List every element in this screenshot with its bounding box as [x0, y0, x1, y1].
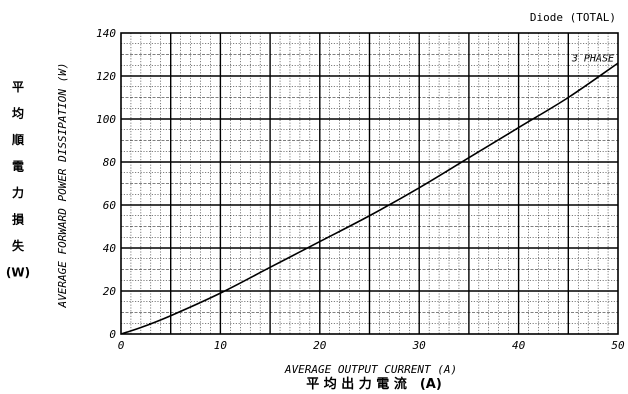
x-axis-label: AVERAGE OUTPUT CURRENT (A): [284, 363, 457, 376]
series-layer: 3 PHASE: [120, 53, 619, 335]
y-tick-labels: 0 20 40 60 80 100 120 140: [96, 27, 116, 341]
x-tick-label: 50: [611, 339, 625, 352]
x-tick-label: 30: [412, 339, 427, 352]
y-axis-label-jp-char: 電: [12, 160, 24, 174]
y-axis-label-jp-char: 失: [12, 238, 25, 253]
y-axis-label-jp-char: 均: [12, 106, 24, 121]
x-axis-label-jp: 平 均 出 力 電 流 (A): [306, 376, 442, 392]
series-label: 3 PHASE: [571, 53, 614, 64]
plot-frame: [120, 32, 619, 335]
major-grid: [121, 33, 618, 334]
y-tick-label: 80: [103, 156, 117, 169]
x-tick-label: 10: [214, 339, 228, 352]
y-axis-label-jp-char: 損: [12, 212, 25, 227]
y-axis-label-jp-char: 平: [12, 80, 24, 94]
y-tick-label: 120: [96, 70, 116, 83]
y-tick-label: 40: [103, 242, 117, 255]
y-tick-label: 100: [96, 113, 116, 126]
y-tick-label: 0: [109, 328, 116, 341]
y-tick-label: 20: [103, 285, 117, 298]
y-axis-label: AVERAGE FORWARD POWER DISSIPATION (W): [56, 62, 69, 308]
series-line-3-phase: [120, 62, 619, 335]
y-tick-label: 60: [103, 199, 117, 212]
x-tick-labels: 0 10 20 30 40 50: [118, 339, 625, 352]
x-tick-label: 20: [313, 339, 327, 352]
y-axis-label-jp-char: 力: [12, 185, 24, 200]
y-tick-label: 140: [96, 27, 116, 40]
x-tick-label: 0: [118, 339, 125, 352]
x-tick-label: 40: [512, 339, 526, 352]
y-axis-label-jp-char: 順: [11, 132, 25, 147]
chart-title: Diode (TOTAL): [530, 11, 616, 24]
y-axis-label-jp-char: (W): [6, 266, 30, 280]
